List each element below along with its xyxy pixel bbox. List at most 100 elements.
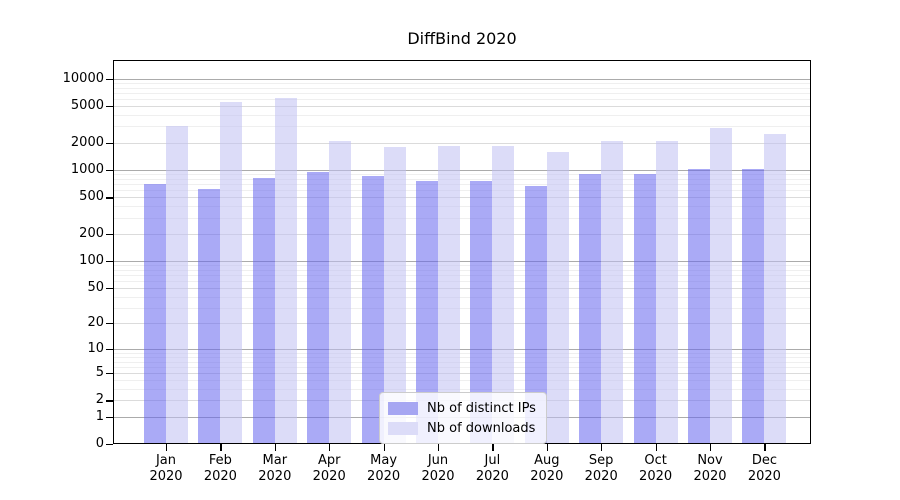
y-tick-label: 2 [95,392,104,408]
bar-distinct-ips-jan [144,184,166,444]
bar-downloads-sep [601,140,624,444]
bar-distinct-ips-aug [524,185,547,444]
x-tick-year-label: 2020 [367,469,401,484]
x-tick-year-label: 2020 [693,469,727,484]
bar-downloads-dec [764,134,787,444]
minor-gridline [113,184,811,186]
x-tick-label-may: May 2020 [352,453,416,485]
bar-downloads-jun [438,146,460,444]
minor-gridline [113,274,811,276]
x-tick-label-dec: Dec 2020 [732,453,796,485]
x-tick-year-label: 2020 [530,469,564,484]
minor-gridline [113,87,811,89]
x-tick-label-jul: Jul 2020 [460,453,524,485]
x-tick-label-feb: Feb 2020 [188,453,252,485]
bar-distinct-ips-feb [198,188,221,444]
y-tick-label: 5000 [70,98,104,114]
mid-gridline [113,288,811,289]
minor-gridline [113,361,811,363]
x-tick-mark [601,444,603,451]
y-tick-label: 20 [87,315,104,331]
mid-gridline [113,323,811,325]
y-tick-mark [106,444,113,446]
major-gridline [113,169,811,171]
chart-title: DiffBind 2020 [407,29,517,48]
minor-gridline [113,174,811,176]
x-tick-mark [220,444,222,451]
x-tick-label-apr: Apr 2020 [297,453,361,485]
major-gridline [113,260,811,262]
minor-gridline [113,92,811,94]
y-tick-label: 10 [87,340,104,356]
y-tick-label: 50 [87,280,104,295]
x-tick-mark [764,444,766,451]
y-tick-mark [106,372,113,375]
x-tick-year-label: 2020 [421,469,455,484]
bar-distinct-ips-apr [307,171,330,444]
x-tick-year-label: 2020 [639,469,673,484]
legend-label-downloads: Nb of downloads [427,420,536,436]
x-tick-year-label: 2020 [258,469,292,484]
x-tick-label-sep: Sep 2020 [569,453,633,485]
y-tick-mark [106,78,113,80]
x-tick-mark [546,444,549,451]
x-tick-label-jun: Jun 2020 [406,453,470,485]
minor-gridline [113,307,811,309]
major-gridline [113,348,811,350]
x-tick-label-mar: Mar 2020 [243,453,307,485]
x-tick-mark [492,444,494,451]
y-tick-label: 1 [95,408,104,424]
bar-downloads-oct [655,140,678,444]
y-tick-mark [106,169,113,172]
bar-downloads-apr [329,140,352,444]
bar-distinct-ips-jul [470,181,493,444]
bar-downloads-may [383,146,406,444]
x-tick-mark [383,444,385,451]
x-tick-year-label: 2020 [149,469,183,484]
minor-gridline [113,82,811,84]
y-tick-mark [106,142,113,144]
legend-row-distinct-ips: Nb of distinct IPs [388,398,536,418]
major-gridline [113,78,811,80]
bar-distinct-ips-dec [742,169,765,444]
y-tick-label: 2000 [70,134,104,150]
x-tick-year-label: 2020 [312,469,346,484]
x-tick-mark [329,444,331,451]
x-tick-mark [655,444,657,451]
x-tick-year-label: 2020 [203,469,237,484]
mid-gridline [113,372,811,374]
legend-swatch-distinct-ips [388,401,418,415]
x-tick-mark [274,444,277,451]
y-tick-label: 200 [79,225,104,241]
y-tick-mark [106,197,113,199]
minor-gridline [113,190,811,192]
minor-gridline [113,217,811,219]
y-tick-mark [106,260,113,263]
bar-distinct-ips-oct [633,173,656,444]
minor-gridline [113,389,811,390]
x-tick-year-label: 2020 [747,469,781,484]
minor-gridline [113,366,811,368]
bar-distinct-ips-mar [252,178,275,444]
y-tick-label: 100 [79,252,104,268]
y-tick-mark [106,323,113,325]
x-tick-label-nov: Nov 2020 [678,453,742,485]
legend-label-distinct-ips: Nb of distinct IPs [427,400,536,416]
bar-distinct-ips-jun [416,180,438,444]
bar-downloads-nov [710,127,732,444]
minor-gridline [113,126,811,128]
bar-downloads-aug [546,151,569,444]
minor-gridline [113,296,811,298]
y-tick-mark [106,348,113,351]
bar-distinct-ips-nov [688,169,710,444]
bar-downloads-mar [274,97,297,444]
minor-gridline [113,280,811,282]
minor-gridline [113,98,811,100]
y-tick-label: 1000 [70,161,104,177]
x-tick-year-label: 2020 [584,469,618,484]
minor-gridline [113,265,811,267]
y-tick-label: 0 [95,436,104,451]
bar-distinct-ips-sep [579,174,602,444]
minor-gridline [113,352,811,354]
